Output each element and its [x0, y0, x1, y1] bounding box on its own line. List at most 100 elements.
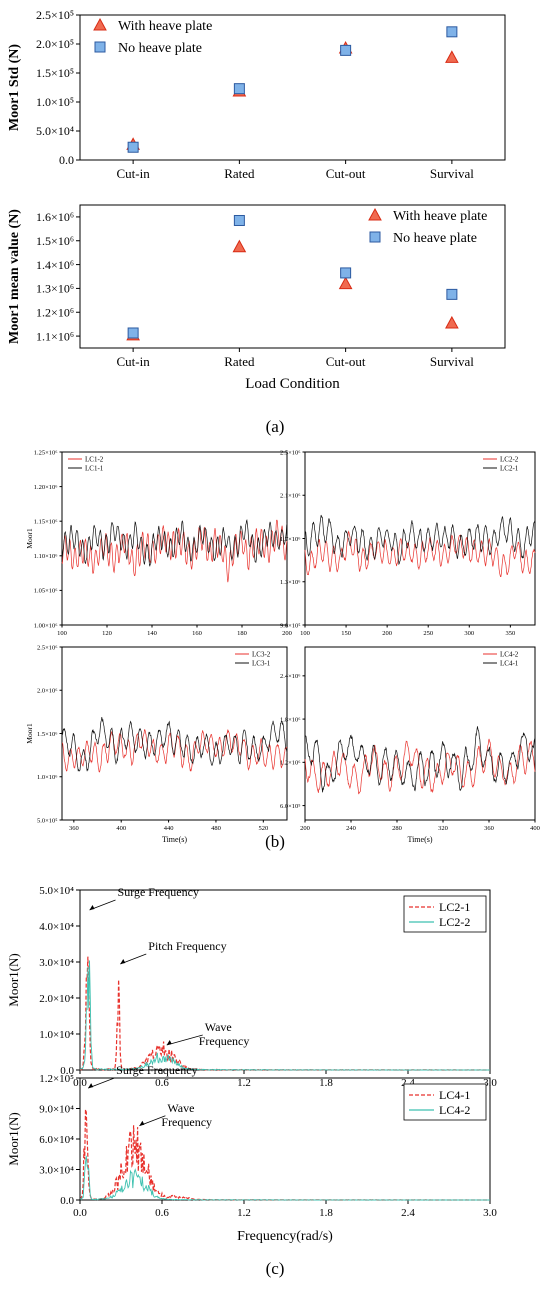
- x-tick-label: Rated: [224, 166, 255, 181]
- chart-a-top: 0.0 5.0×10⁴ 1.0×10⁵ 1.5×10⁵ 2.0×10⁵ 2.5×10⁵ Cu…: [7, 8, 506, 181]
- spectrum-line-LC2-2: [79, 960, 490, 1071]
- y-tick-label: 2.5×10⁶: [37, 644, 58, 651]
- annotation-text: Surge Frequency: [116, 1063, 197, 1077]
- annotation-arrowhead: [166, 1040, 172, 1045]
- x-tick-label: 240: [346, 825, 356, 832]
- y-tick-label: 2.0×10⁴: [39, 993, 74, 1005]
- panel-label-a: (a): [266, 417, 285, 436]
- legend-label: LC2-2: [439, 915, 470, 929]
- plot-frame: [79, 14, 506, 161]
- square-marker: [233, 214, 245, 226]
- y-tick-label: 1.20×10⁶: [34, 484, 58, 491]
- y-tick-label: 1.05×10⁶: [34, 588, 58, 595]
- triangle-marker: [445, 315, 459, 329]
- y-tick-label: 6.0×10⁵: [280, 803, 301, 810]
- legend-box: [403, 895, 487, 933]
- y-tick-label: 2.0×10⁵: [36, 37, 74, 51]
- y-tick-label: 9.0×10⁵: [280, 622, 301, 629]
- x-tick-label: 360: [484, 825, 494, 832]
- legend-label: LC2-1: [500, 465, 519, 473]
- spectrum-line-LC4-1: [80, 1109, 490, 1201]
- y-tick-label: 0.0: [59, 153, 74, 167]
- x-tick-label: 350: [505, 630, 515, 637]
- legend-label: LC4-2: [439, 1103, 470, 1117]
- y-tick-label: 1.10×10⁶: [34, 553, 58, 560]
- annotation-arrow: [166, 1034, 203, 1046]
- x-tick-label: 320: [438, 825, 448, 832]
- y-tick-label: 9.0×10⁴: [39, 1103, 74, 1115]
- y-tick-label: 0.0: [60, 1195, 74, 1207]
- y-tick-label: 1.00×10⁶: [34, 622, 58, 629]
- y-tick-label: 1.0×10⁵: [36, 95, 74, 109]
- x-axis-label: Frequency(rad/s): [237, 1229, 333, 1244]
- y-tick-label: 2.5×10⁵: [36, 8, 74, 22]
- legend-label: LC4-1: [500, 660, 519, 668]
- x-tick-label: 400: [530, 825, 540, 832]
- x-tick-label: 250: [423, 630, 433, 637]
- square-marker: [446, 288, 458, 300]
- y-tick-label: 1.7×10⁶: [280, 536, 301, 543]
- panel-label-c: (c): [266, 1259, 285, 1278]
- y-tick-label: 5.0×10⁵: [37, 817, 58, 824]
- y-tick-label: 5.0×10⁴: [36, 124, 74, 138]
- y-axis-label: Moor1(N): [6, 1112, 21, 1165]
- x-tick-label: 140: [147, 630, 157, 637]
- x-tick-label: 1.2: [237, 1077, 251, 1089]
- y-tick-label: 1.1×10⁶: [36, 329, 74, 343]
- x-axis-label: Time(s): [162, 835, 187, 844]
- y-tick-label: 3.0×10⁴: [39, 1164, 74, 1176]
- x-tick-label: Cut-in: [117, 166, 151, 181]
- x-tick-label: 180: [237, 630, 247, 637]
- legend-marker-square: [94, 41, 106, 53]
- annotation-text: Frequency: [199, 1034, 250, 1048]
- plot-frame: [61, 646, 288, 821]
- x-tick-label: 150: [341, 630, 351, 637]
- y-tick-label: 1.4×10⁶: [36, 258, 74, 272]
- y-tick-label: 1.15×10⁶: [34, 518, 58, 525]
- x-tick-label: Cut-in: [117, 354, 151, 369]
- x-axis-label: Load Condition: [245, 376, 340, 392]
- x-tick-label: 300: [464, 630, 474, 637]
- x-tick-label: 480: [211, 825, 221, 832]
- annotation-arrowhead: [120, 959, 126, 964]
- annotation-text: Surge Frequency: [118, 885, 199, 899]
- annotation-arrowhead: [89, 905, 95, 910]
- y-axis-label: Moor1: [25, 528, 34, 549]
- y-tick-label: 2.0×10⁶: [37, 688, 58, 695]
- y-tick-label: 1.3×10⁶: [280, 579, 301, 586]
- x-tick-label: 200: [382, 630, 392, 637]
- annotation-arrowhead: [139, 1120, 145, 1126]
- legend-label: LC3-1: [252, 660, 271, 668]
- y-tick-label: 1.2×10⁵: [39, 1073, 74, 1085]
- x-tick-label: Cut-out: [326, 354, 366, 369]
- annotation-text: Pitch Frequency: [148, 939, 226, 953]
- x-tick-label: 2.4: [401, 1207, 415, 1219]
- chart-b-3: 5.0×10⁵ 1.0×10⁶ 1.5×10⁶ 2.0×10⁶ 2.5×10⁶ 360 40…: [25, 644, 288, 844]
- legend-label: LC2-2: [500, 456, 519, 464]
- legend-label: LC4-1: [439, 1088, 470, 1102]
- x-tick-label: 100: [57, 630, 67, 637]
- y-tick-label: 2.5×10⁶: [280, 449, 301, 456]
- x-tick-label: 0.6: [155, 1207, 169, 1219]
- square-marker: [340, 44, 352, 56]
- spectrum-line-LC4-2: [79, 1155, 490, 1201]
- chart-b-2: 9.0×10⁵ 1.3×10⁶ 1.7×10⁶ 2.1×10⁶ 2.5×10⁶ 100 15…: [280, 449, 536, 637]
- chart-b-1: 1.00×10⁶ 1.05×10⁶ 1.10×10⁶ 1.15×10⁶ 1.20×10⁶…: [25, 449, 292, 637]
- y-tick-label: 4.0×10⁴: [39, 921, 74, 933]
- x-tick-label: 200: [300, 825, 310, 832]
- y-tick-label: 1.2×10⁶: [36, 305, 74, 319]
- y-axis-label: Moor1 Std (N): [7, 44, 22, 131]
- y-tick-label: 1.8×10⁶: [280, 716, 301, 723]
- y-tick-label: 1.0×10⁴: [39, 1029, 74, 1041]
- plot-frame: [304, 451, 536, 626]
- square-marker: [340, 267, 352, 279]
- x-tick-label: 440: [164, 825, 174, 832]
- spectrum-line-LC2-1: [79, 956, 490, 1071]
- square-marker: [127, 327, 139, 339]
- x-tick-label: 400: [116, 825, 126, 832]
- series-line-LC2-1: [304, 514, 536, 566]
- legend-label: LC2-1: [439, 900, 470, 914]
- annotation-text: Frequency: [161, 1115, 212, 1129]
